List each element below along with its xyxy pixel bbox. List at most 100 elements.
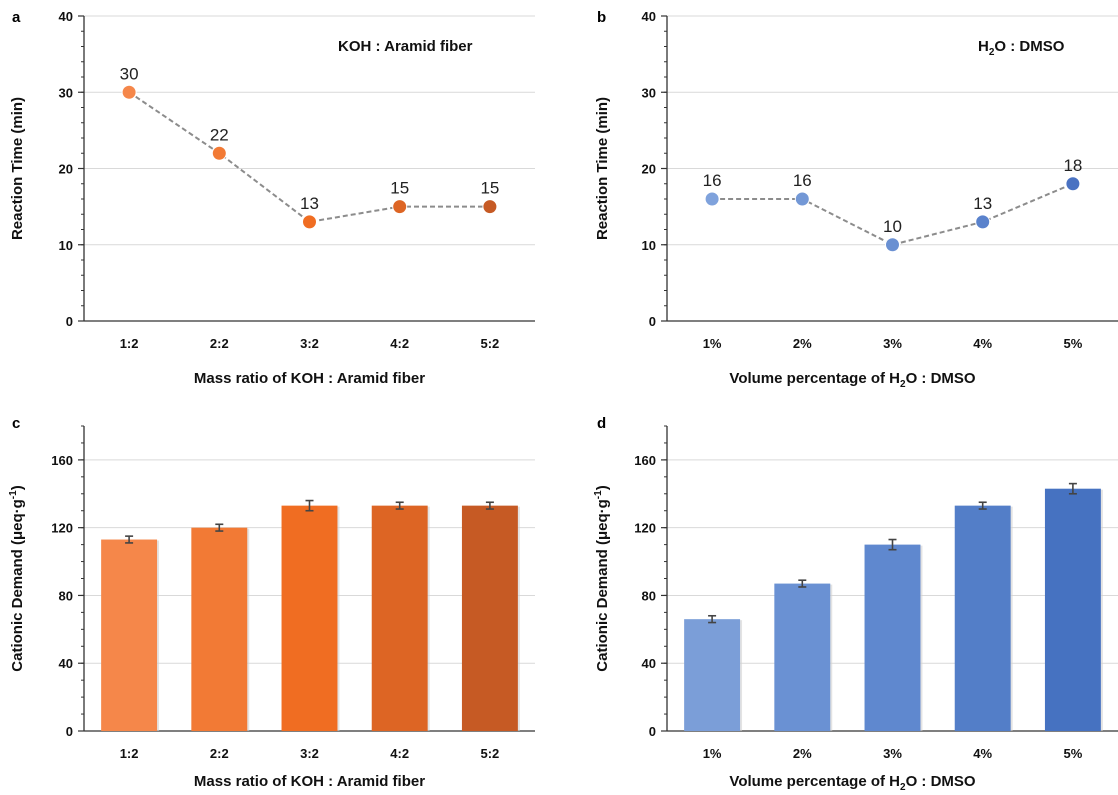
x-tick-label: 1% [703,336,722,351]
x-tick-label: 5:2 [481,746,500,761]
data-point [302,214,317,230]
x-tick-label: 4:2 [390,336,409,351]
x-tick-label: 3% [883,336,902,351]
bar [371,505,428,731]
chart-annotation-part: H [978,38,989,55]
error-bar [888,538,897,551]
data-point [975,214,991,230]
x-tick-label: 4% [973,336,992,351]
panel-letter: d [597,415,606,432]
y-tick-label: 0 [649,724,656,739]
y-tick-label: 30 [642,85,656,100]
y-tick-label: 30 [59,85,73,100]
y-tick-label: 0 [66,724,73,739]
panel-b: b 0 10 20 30 40 1% 2% 3% 4% 5% Reaction Time (min) V… [594,9,1118,390]
error-bar [978,501,987,510]
panel-letter: c [12,415,20,432]
series-line [128,91,490,223]
data-label: 30 [120,64,139,83]
data-label: 22 [210,125,229,144]
x-tick-label: 4:2 [390,746,409,761]
x-tick-label: 2:2 [210,746,229,761]
series-line [712,182,1074,246]
x-axis-label-part: Volume percentage of H [729,370,900,387]
x-tick-label: 2:2 [210,336,229,351]
bar [101,539,158,731]
y-tick-label: 20 [642,162,656,177]
y-tick-label: 40 [59,9,73,24]
error-bar [708,614,717,624]
y-axis-label-superscript: -1 [593,490,604,499]
y-tick-label: 120 [51,521,73,536]
y-axis-label: Reaction Time (min) [9,97,26,240]
y-axis-label-part: ) [9,485,26,490]
x-tick-label: 3:2 [300,336,319,351]
y-tick-label: 20 [59,162,73,177]
y-tick-label: 120 [634,521,656,536]
bar [461,505,518,731]
y-axis-label: Cationic Demand (μeq·g-1) [593,485,611,671]
data-label: 15 [390,179,409,198]
x-axis-label-subscript: 2 [900,782,906,793]
bar [191,527,248,731]
x-axis-label: Mass ratio of KOH : Aramid fiber [194,773,425,790]
data-point [211,145,227,161]
error-bar [1068,482,1077,495]
y-axis-label-part: Cationic Demand (μeq·g [594,499,611,672]
data-point [482,199,498,215]
y-axis-label: Reaction Time (min) [594,97,611,240]
x-tick-label: 4% [973,746,992,761]
data-point [1065,176,1081,192]
data-label: 13 [973,194,992,213]
panel-letter: b [597,9,606,26]
y-tick-label: 80 [642,588,656,603]
x-axis-label-part: O : DMSO [906,370,976,387]
panel-d: d 0 40 80 120 160 1% 2% 3% 4% 5% Cationic Demand (μ… [593,415,1118,793]
x-axis-label: Volume percentage of H2O : DMSO [729,370,975,390]
x-tick-label: 2% [793,746,812,761]
y-tick-label: 80 [59,588,73,603]
y-tick-label: 0 [66,314,73,329]
y-tick-label: 40 [642,9,656,24]
data-label: 16 [703,171,722,190]
chart-annotation-part: O : DMSO [994,38,1064,55]
chart-annotation-subscript: 2 [989,47,995,58]
x-tick-label: 1:2 [120,336,139,351]
bar [684,619,741,731]
x-axis-label-part: Volume percentage of H [729,773,900,790]
x-axis-label-part: O : DMSO [906,773,976,790]
data-label: 13 [300,194,319,213]
bar [1044,488,1101,731]
y-tick-label: 40 [59,656,73,671]
error-bar [485,501,494,510]
y-tick-label: 10 [59,238,73,253]
y-tick-label: 160 [634,453,656,468]
bar [954,505,1011,731]
data-label: 10 [883,217,902,236]
y-tick-label: 40 [642,656,656,671]
error-bar [215,523,224,532]
chart-annotation: KOH : Aramid fiber [338,38,473,55]
panel-c: c 0 40 80 120 160 1:2 2:2 3:2 4:2 5:2 Cationic Dema… [8,415,535,790]
x-axis-label: Mass ratio of KOH : Aramid fiber [194,370,425,387]
error-bar [125,535,134,544]
y-tick-label: 0 [649,314,656,329]
y-axis-label-part: ) [594,485,611,490]
chart-annotation: H2O : DMSO [978,38,1065,58]
error-bar [395,501,404,510]
data-point [392,199,408,215]
data-point [704,191,720,207]
panel-letter: a [12,9,21,26]
x-tick-label: 1:2 [120,746,139,761]
error-bar [305,499,314,512]
y-axis-label-part: Cationic Demand (μeq·g [9,499,26,672]
bar [774,583,831,731]
y-tick-label: 160 [51,453,73,468]
x-tick-label: 1% [703,746,722,761]
y-tick-label: 10 [642,238,656,253]
data-label: 15 [480,179,499,198]
data-point [885,237,900,253]
error-bar [798,579,807,588]
data-point [121,84,137,100]
